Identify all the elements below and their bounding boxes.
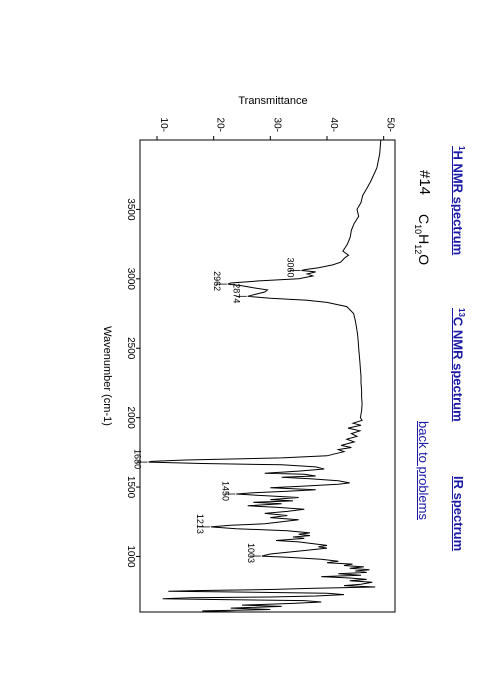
spectrum-line bbox=[148, 139, 382, 613]
y-axis-ticks: 10- 20- 30- 40- 50- bbox=[156, 118, 396, 140]
peak-labels: 3060 2962 2874 1680 1450 1213 1003 bbox=[133, 257, 301, 563]
peak-label: 1680 bbox=[133, 449, 143, 469]
peak-label: 1003 bbox=[246, 543, 256, 563]
y-tick-label: 20- bbox=[215, 118, 226, 132]
peak-label: 1213 bbox=[195, 514, 205, 534]
x-tick-label: 1500 bbox=[125, 476, 136, 499]
peak-label: 3060 bbox=[286, 257, 296, 277]
y-tick-label: 30- bbox=[271, 118, 282, 132]
x-axis-ticks: 3500 3000 2500 2000 1500 1000 bbox=[125, 198, 140, 568]
peak-label: 1450 bbox=[220, 481, 230, 501]
y-tick-label: 40- bbox=[328, 118, 339, 132]
x-tick-label: 2500 bbox=[125, 337, 136, 360]
x-tick-label: 1000 bbox=[125, 545, 136, 568]
y-tick-label: 50- bbox=[385, 118, 396, 132]
x-tick-label: 3000 bbox=[125, 268, 136, 291]
y-tick-label: 10- bbox=[158, 118, 169, 132]
x-axis-label: Wavenumber (cm-1) bbox=[101, 326, 113, 426]
peak-label: 2962 bbox=[212, 271, 222, 291]
plot-frame bbox=[139, 139, 396, 613]
x-tick-label: 2000 bbox=[125, 407, 136, 430]
x-tick-label: 3500 bbox=[125, 198, 136, 221]
y-axis-label: Transmittance bbox=[238, 95, 307, 107]
peak-label: 2874 bbox=[232, 283, 242, 303]
